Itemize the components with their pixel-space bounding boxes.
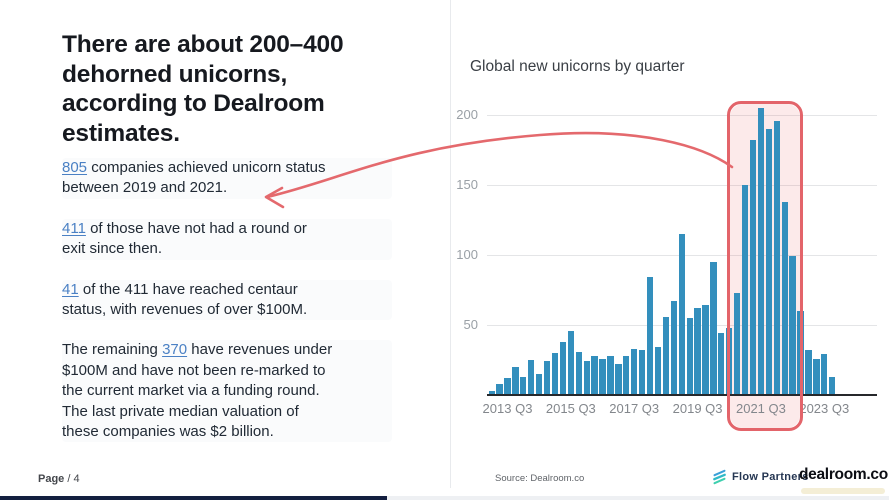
body-text: companies achieved unicorn status betwee… xyxy=(62,159,326,197)
deck-progress-track xyxy=(0,496,889,500)
y-axis-tick: 150 xyxy=(456,177,478,192)
bar xyxy=(496,383,503,395)
stat-link[interactable]: 41 xyxy=(62,280,79,298)
x-axis-tick: 2013 Q3 xyxy=(482,401,533,416)
bar xyxy=(789,256,796,395)
x-axis-tick: 2019 Q3 xyxy=(672,401,723,416)
bar xyxy=(662,316,670,395)
bar xyxy=(551,353,559,395)
flow-partners-icon xyxy=(713,469,726,485)
gridline xyxy=(487,114,877,116)
bar xyxy=(488,390,495,395)
page-label: Page xyxy=(38,473,65,485)
bar xyxy=(829,376,836,395)
bar xyxy=(805,350,812,395)
dealroom-logo: dealroom.co xyxy=(799,466,888,483)
bar xyxy=(528,360,535,395)
x-axis-tick: 2021 Q3 xyxy=(735,401,786,416)
body-text: of the 411 have reached centaur status, … xyxy=(62,280,308,319)
bar xyxy=(654,347,662,395)
highlight-region-fill xyxy=(730,104,800,428)
stat-link[interactable]: 805 xyxy=(62,159,88,176)
bar xyxy=(504,378,511,395)
x-axis-line xyxy=(487,394,877,396)
stat-link[interactable]: 370 xyxy=(162,341,188,359)
bar xyxy=(734,292,741,395)
body-paragraph: 41 of the 411 have reached centaur statu… xyxy=(62,279,392,321)
gridline xyxy=(487,184,877,186)
bar xyxy=(646,277,654,395)
bar xyxy=(567,330,574,395)
bar xyxy=(718,333,725,395)
page-title: There are about 200–400 dehorned unicorn… xyxy=(62,31,344,147)
corner-watermark xyxy=(801,488,885,494)
body-paragraph: 805 companies achieved unicorn status be… xyxy=(62,158,392,199)
stat-link[interactable]: 411 xyxy=(62,219,86,237)
bar xyxy=(623,355,630,395)
source-note: Source: Dealroom.co xyxy=(495,473,585,484)
bar xyxy=(615,364,622,395)
y-axis-tick: 100 xyxy=(456,247,478,262)
bar xyxy=(638,350,646,395)
flow-partners-name: Flow Partners xyxy=(732,471,809,483)
bar xyxy=(536,374,543,395)
bar xyxy=(686,318,693,395)
flow-partners-logo: Flow Partners xyxy=(712,469,809,485)
page-indicator: Page / 4 xyxy=(38,473,80,485)
bar xyxy=(702,305,709,395)
deck-progress-fill xyxy=(0,496,387,500)
bar xyxy=(694,308,701,395)
bar xyxy=(575,351,582,395)
chart-title: Global new unicorns by quarter xyxy=(470,58,685,75)
bar xyxy=(765,129,772,395)
bar xyxy=(773,120,780,395)
bar xyxy=(821,354,828,395)
x-axis-tick: 2017 Q3 xyxy=(609,401,660,416)
bar xyxy=(678,234,685,395)
x-axis-tick: 2023 Q3 xyxy=(799,401,850,416)
y-axis-tick: 200 xyxy=(456,107,478,122)
bar xyxy=(559,341,567,395)
body-text: of those have not had a round or exit si… xyxy=(62,219,307,258)
bar xyxy=(607,355,614,395)
x-axis-tick: 2015 Q3 xyxy=(545,401,596,416)
bar xyxy=(781,201,788,395)
y-axis-tick: 50 xyxy=(463,317,478,332)
bar xyxy=(591,355,598,395)
bar xyxy=(757,108,765,395)
panel-divider xyxy=(450,0,451,488)
bar xyxy=(599,358,606,395)
body-paragraph: 411 of those have not had a round or exi… xyxy=(62,218,392,260)
bar xyxy=(749,140,757,395)
body-copy: 805 companies achieved unicorn status be… xyxy=(62,158,392,462)
bar xyxy=(741,185,749,395)
bar xyxy=(543,361,551,395)
bar xyxy=(583,361,590,395)
body-paragraph: The remaining 370 have revenues under $1… xyxy=(62,340,392,443)
bar xyxy=(520,376,527,395)
bar xyxy=(813,358,820,395)
bar xyxy=(710,262,717,395)
bar xyxy=(670,301,677,395)
bar xyxy=(631,348,638,395)
body-text: The remaining xyxy=(62,341,163,359)
highlight-region-border xyxy=(727,101,803,431)
page-number: / 4 xyxy=(64,473,80,485)
bar xyxy=(512,367,519,395)
body-text: have revenues under $100M and have not b… xyxy=(62,341,333,441)
